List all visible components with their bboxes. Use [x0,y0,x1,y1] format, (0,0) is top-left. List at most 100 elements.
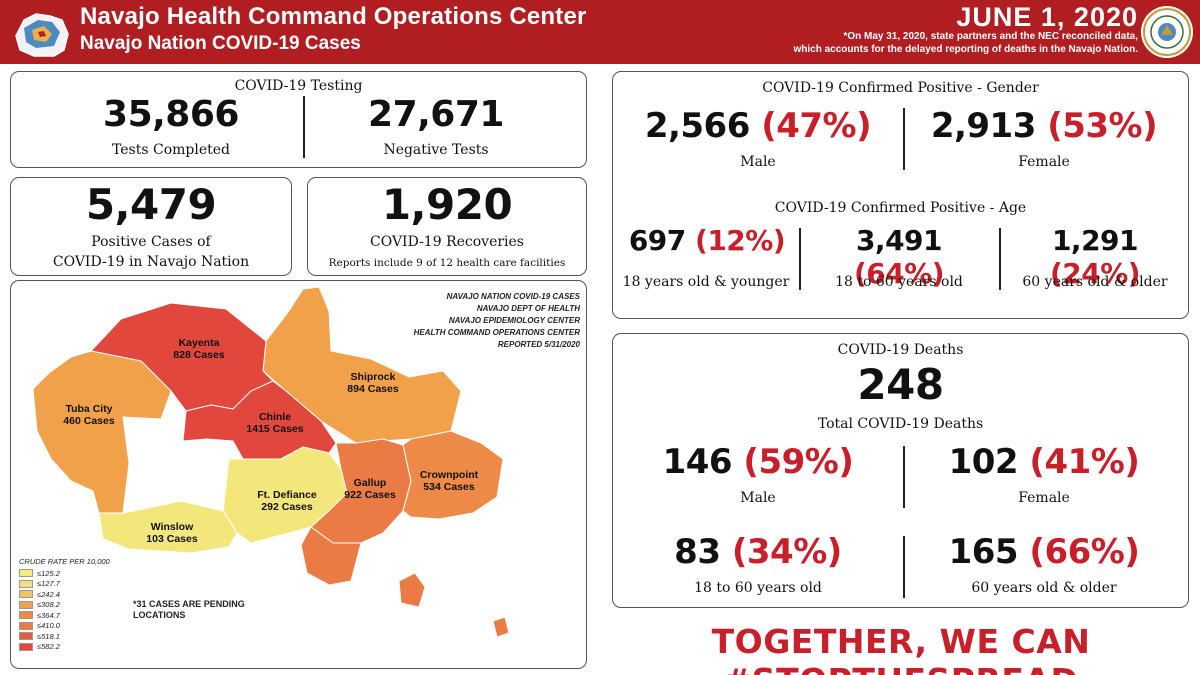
deaths-total: 248 [857,360,944,409]
deaths-age2-label: 60 years old & older [971,580,1117,596]
legend-label: ≤242.4 [37,589,60,599]
region-cases: 103 Cases [146,533,198,545]
gender-female-value: 2,913 [930,106,1037,146]
age-group-1-stat: 697 (12%) [617,224,797,257]
legend-item: ≤242.4 [19,589,110,600]
age-group-pct: (24%) [1049,257,1141,290]
pending-line-2: LOCATIONS [133,610,186,620]
legend-title: CRUDE RATE PER 10,000 [19,557,110,566]
legend-item: ≤410.0 [19,621,110,632]
region-cases: 460 Cases [63,415,115,427]
region-cases: 292 Cases [261,501,313,513]
age-group-value: 3,491 [855,224,943,257]
slogan: TOGETHER, WE CAN #STOPTHESPREAD [711,622,1091,675]
region-label-kayenta: Kayenta 828 Cases [161,337,237,361]
legend-item: ≤125.2 [19,568,110,579]
region-cases: 894 Cases [347,383,399,395]
legend-label: ≤410.0 [37,621,60,631]
legend-label: ≤518.1 [37,631,60,641]
deaths-card: COVID-19 Deaths 248 Total COVID-19 Death… [612,333,1189,608]
legend-label: ≤364.7 [37,610,60,620]
region-name: Kayenta [178,337,220,349]
deaths-age1-stat: 83 (34%) [633,532,883,572]
region-name: Shiprock [350,371,396,383]
testing-card: COVID-19 Testing 35,866 Tests Completed … [10,71,587,168]
map-credit: NAVAJO NATION COVID-19 CASES NAVAJO DEPT… [414,291,580,351]
region-cases: 1415 Cases [246,423,304,435]
navajo-nation-logo-icon [15,13,69,57]
age-title: COVID-19 Confirmed Positive - Age [774,200,1027,216]
age-divider-2 [999,228,1001,290]
map-credit-line: HEALTH COMMAND OPERATIONS CENTER [413,328,580,337]
region-label-shiprock: Shiprock 894 Cases [333,371,413,395]
deaths-age2-pct: (66%) [1029,532,1140,572]
deaths-total-label: Total COVID-19 Deaths [817,416,984,432]
region-eastern-outlier [398,572,426,608]
region-name: Chinle [258,411,292,423]
region-name: Crownpoint [419,469,479,481]
deaths-male-stat: 146 (59%) [633,442,883,482]
legend-item: ≤364.7 [19,610,110,621]
legend-label: ≤127.7 [37,579,60,589]
legend-item: ≤308.2 [19,600,110,611]
negative-tests-value: 27,671 [368,94,504,135]
region-tuba-city [32,350,172,514]
pending-line-1: *31 CASES ARE PENDING [133,599,245,609]
deaths-male-value: 146 [662,442,733,482]
region-cases: 534 Cases [423,481,475,493]
navajo-nation-seal-icon [1141,6,1193,58]
navajo-nation-map [32,286,510,638]
tests-completed-label: Tests Completed [112,142,230,158]
region-cases: 828 Cases [173,349,225,361]
positive-cases-label-1: Positive Cases of [91,234,211,250]
deaths-female-stat: 102 (41%) [919,442,1169,482]
deaths-female-label: Female [1018,490,1070,506]
deaths-female-value: 102 [948,442,1019,482]
map-credit-line: NAVAJO NATION COVID-19 CASES [446,292,580,301]
age-group-2-label: 18 to 60 years old [835,274,963,290]
testing-divider [303,96,305,158]
age-group-value: 1,291 [1051,224,1139,257]
recoveries-label: COVID-19 Recoveries [370,234,524,250]
header-banner: Navajo Health Command Operations Center … [0,0,1200,64]
legend-label: ≤125.2 [37,568,60,578]
recoveries-card: 1,920 COVID-19 Recoveries Reports includ… [307,177,587,276]
legend-label: ≤582.2 [37,642,60,652]
positive-cases-label-2: COVID-19 in Navajo Nation [52,254,250,270]
gender-female-label: Female [1018,154,1070,170]
gender-male-pct: (47%) [761,106,872,146]
deaths-age1-value: 83 [674,532,721,572]
region-chinle [182,380,337,460]
gender-male-stat: 2,566 (47%) [633,106,883,146]
age-group-1-label: 18 years old & younger [622,274,790,290]
region-cases: 922 Cases [344,489,396,501]
deaths-age1-label: 18 to 60 years old [694,580,822,596]
confirmed-positive-card: COVID-19 Confirmed Positive - Gender 2,5… [612,71,1189,319]
recoveries-note: Reports include 9 of 12 health care faci… [328,257,566,269]
pending-cases-note: *31 CASES ARE PENDING LOCATIONS [133,599,245,621]
age-group-pct: (64%) [853,257,945,290]
gender-male-label: Male [740,154,776,170]
deaths-female-pct: (41%) [1029,442,1140,482]
age-group-pct: (12%) [695,224,786,257]
region-label-tuba-city: Tuba City 460 Cases [49,403,129,427]
reconciliation-note: *On May 31, 2020, state partners and the… [718,30,1139,56]
region-southern-outlier [300,526,362,586]
deaths-age1-pct: (34%) [731,532,842,572]
recoveries-value: 1,920 [381,180,513,229]
age-divider-1 [799,228,801,290]
gender-divider [903,108,905,170]
map-credit-line: NAVAJO EPIDEMIOLOGY CENTER [448,316,580,325]
deaths-age2-value: 165 [948,532,1019,572]
negative-tests-label: Negative Tests [383,142,489,158]
note-line-2: which accounts for the delayed reporting… [793,44,1139,55]
deaths-title: COVID-19 Deaths [837,342,964,358]
map-credit-line: REPORTED 5/31/2020 [497,340,580,349]
legend-label: ≤308.2 [37,600,60,610]
tests-completed-value: 35,866 [103,94,239,135]
region-name: Gallup [353,477,387,489]
legend-item: ≤582.2 [19,642,110,653]
region-label-crownpoint: Crownpoint 534 Cases [407,469,491,493]
age-group-value: 697 [628,224,686,257]
deaths-male-pct: (59%) [743,442,854,482]
